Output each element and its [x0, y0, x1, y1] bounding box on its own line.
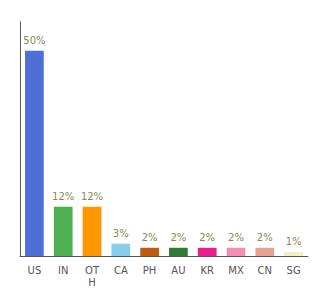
svg-text:2%: 2%	[142, 232, 158, 243]
svg-text:12%: 12%	[81, 191, 103, 202]
svg-text:2%: 2%	[170, 232, 186, 243]
svg-text:US: US	[28, 265, 42, 276]
svg-text:MX: MX	[228, 265, 244, 276]
svg-text:CN: CN	[258, 265, 272, 276]
svg-text:2%: 2%	[228, 232, 244, 243]
svg-text:PH: PH	[143, 265, 157, 276]
svg-text:2%: 2%	[199, 232, 215, 243]
svg-text:H: H	[88, 277, 96, 288]
svg-text:CA: CA	[114, 265, 128, 276]
svg-text:2%: 2%	[257, 232, 273, 243]
svg-text:12%: 12%	[52, 191, 74, 202]
svg-text:KR: KR	[200, 265, 214, 276]
svg-text:OT: OT	[85, 265, 100, 276]
svg-text:50%: 50%	[23, 35, 45, 46]
svg-text:IN: IN	[58, 265, 68, 276]
svg-text:AU: AU	[171, 265, 185, 276]
svg-text:SG: SG	[287, 265, 301, 276]
svg-text:3%: 3%	[113, 228, 129, 239]
svg-text:1%: 1%	[286, 236, 302, 247]
